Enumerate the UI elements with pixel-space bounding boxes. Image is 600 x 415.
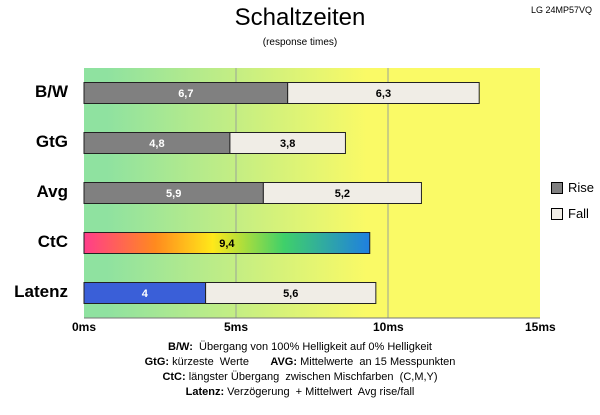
note-gtg-avg: GtG: kürzeste Werte AVG: Mittelwerte an … <box>0 355 600 370</box>
x-tick-label: 15ms <box>525 320 556 334</box>
bar-fall <box>229 132 346 154</box>
bar-rise <box>83 232 371 254</box>
bar-fall <box>262 182 422 204</box>
bar-fall <box>287 82 480 104</box>
note-latenz: Latenz: Verzögerung + Mittelwert Avg ris… <box>0 385 600 400</box>
legend-swatch-fall <box>551 207 563 220</box>
data-label-rise: 4 <box>142 288 149 300</box>
x-tick-label: 0ms <box>71 320 97 334</box>
data-label-fall: 6,3 <box>376 88 391 100</box>
note-text: kürzeste Werte <box>169 356 271 368</box>
data-label-rise: 4,8 <box>149 138 164 150</box>
category-label: CtC <box>37 232 68 251</box>
legend-rise: Rise <box>551 180 594 195</box>
category-label: GtG <box>35 132 68 151</box>
data-label-fall: 3,8 <box>280 138 295 150</box>
note-key: GtG: <box>144 356 170 368</box>
footnotes: B/W: Übergang von 100% Helligkeit auf 0%… <box>0 340 600 400</box>
note-key: CtC: <box>162 371 186 383</box>
legend-label-rise: Rise <box>568 180 595 195</box>
data-label-fall: 5,6 <box>283 288 298 300</box>
legend-fall: Fall <box>551 206 589 221</box>
category-label: Latenz <box>14 282 68 301</box>
data-label-fall: 5,2 <box>335 188 350 200</box>
legend-swatch-rise <box>551 181 563 194</box>
data-label-rise: 6,7 <box>178 88 193 100</box>
note-bw: B/W: Übergang von 100% Helligkeit auf 0%… <box>0 340 600 355</box>
data-label-rise: 9,4 <box>219 238 235 250</box>
note-ctc: CtC: längster Übergang zwischen Mischfar… <box>0 370 600 385</box>
note-text: längster Übergang zwischen Mischfarben (… <box>185 371 438 383</box>
chart-title: Schaltzeiten <box>234 4 366 31</box>
chart-subtitle: (response times) <box>262 37 338 48</box>
category-label: B/W <box>34 82 68 101</box>
note-key: AVG: <box>270 356 298 368</box>
note-key: B/W: <box>168 341 193 353</box>
x-tick-label: 5ms <box>223 320 249 334</box>
bar-fall <box>205 282 377 304</box>
note-key: Latenz: <box>185 386 225 398</box>
model-label: LG 24MP57VQ <box>530 5 592 15</box>
note-text: Übergang von 100% Helligkeit auf 0% Hell… <box>192 341 432 353</box>
data-label-rise: 5,9 <box>166 188 181 200</box>
note-text: Verzögerung + Mittelwert Avg rise/fall <box>224 386 415 398</box>
x-tick-label: 10ms <box>373 320 404 334</box>
legend-label-fall: Fall <box>568 206 589 221</box>
category-label: Avg <box>36 182 69 201</box>
note-text: Mittelwerte an 15 Messpunkten <box>297 356 456 368</box>
